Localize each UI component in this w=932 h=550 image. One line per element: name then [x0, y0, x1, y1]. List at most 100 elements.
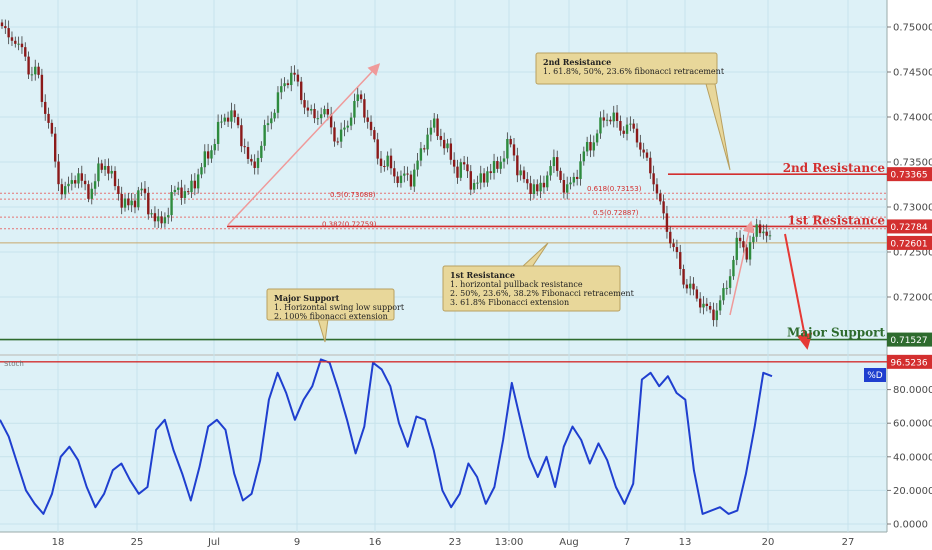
- candle-body: [526, 179, 529, 184]
- candle-body: [679, 252, 682, 269]
- candle-body: [236, 117, 240, 126]
- candle-body: [4, 26, 7, 29]
- candle-body: [426, 134, 429, 150]
- move-arrow: [227, 63, 381, 226]
- candle-body: [429, 127, 433, 135]
- stoch-tick-label: 80.0000: [893, 385, 932, 396]
- candle-body: [419, 148, 423, 161]
- candle-body: [695, 289, 699, 299]
- candle-body: [0, 22, 4, 27]
- candle-body: [625, 124, 629, 134]
- candle-body: [216, 121, 220, 144]
- candle-body: [692, 283, 695, 290]
- candle-body: [622, 130, 625, 134]
- candle-body: [768, 235, 772, 237]
- candle-body: [682, 268, 685, 285]
- candle-body: [103, 165, 107, 170]
- stoch-pane: [0, 356, 887, 532]
- candle-body: [449, 143, 453, 160]
- candle-body: [27, 56, 30, 75]
- overlays: 2nd Resistance 1st Resistance Major Suppor…: [227, 63, 886, 350]
- candle-body: [160, 216, 163, 224]
- candle-body: [509, 138, 512, 145]
- candle-body: [728, 276, 732, 288]
- candle-body: [575, 176, 579, 180]
- candle-body: [599, 117, 602, 134]
- candle-body: [266, 123, 270, 126]
- candle-body: [579, 161, 582, 180]
- candle-body: [133, 200, 137, 208]
- candle-body: [57, 161, 60, 185]
- candle-body: [409, 174, 413, 187]
- candle-body: [140, 188, 143, 191]
- candle-body: [519, 170, 522, 176]
- candle-body: [296, 74, 300, 82]
- candle-body: [672, 243, 675, 248]
- candle-body: [309, 109, 313, 111]
- price-tick-label: 0.72000: [893, 293, 932, 304]
- major-support-label: Major Support: [787, 326, 885, 340]
- x-tick-label: 27: [842, 537, 855, 548]
- x-tick-label: 16: [369, 537, 382, 548]
- major-support-note-line: 1. Horizontal swing low support: [274, 303, 405, 312]
- candle-body: [226, 117, 230, 122]
- candle-body: [127, 198, 130, 206]
- candle-body: [442, 139, 446, 149]
- second-resistance-label: 2nd Resistance: [783, 161, 886, 175]
- candle-body: [113, 170, 117, 187]
- candle-body: [685, 284, 689, 289]
- candle-body: [73, 180, 77, 184]
- candle-body: [416, 160, 419, 170]
- candle-body: [369, 121, 373, 131]
- price-axis: [887, 0, 932, 550]
- candle-body: [167, 215, 170, 218]
- candle-body: [223, 117, 226, 122]
- candle-body: [270, 118, 273, 124]
- major-support-badge-text: 0.71527: [890, 336, 927, 346]
- candle-body: [326, 109, 330, 115]
- candle-body: [34, 66, 37, 75]
- candle-body: [356, 94, 359, 102]
- candle-body: [359, 94, 363, 100]
- candle-body: [459, 162, 463, 178]
- candle-body: [100, 163, 103, 170]
- candle-body: [286, 83, 290, 86]
- candle-body: [173, 189, 177, 193]
- candle-body: [243, 146, 246, 148]
- candle-body: [53, 133, 57, 162]
- candle-body: [722, 288, 725, 301]
- x-tick-label: 23: [449, 537, 462, 548]
- candle-body: [90, 188, 93, 199]
- candle-body: [755, 224, 758, 237]
- candle-body: [283, 83, 286, 87]
- stoch-tick-label: 40.0000: [893, 452, 932, 463]
- candle-body: [110, 170, 113, 174]
- candle-body: [396, 176, 399, 183]
- candle-body: [40, 74, 44, 102]
- grid: [0, 0, 887, 532]
- candle-body: [536, 184, 539, 192]
- candle-body: [609, 119, 612, 122]
- fib-label: 0.382(0.72759): [322, 221, 377, 229]
- stoch-line: Stoch: [0, 358, 887, 515]
- stoch-legend-text: %D: [867, 371, 883, 381]
- first-resistance-badge-text: 0.72784: [890, 223, 927, 233]
- candle-body: [163, 217, 167, 224]
- candle-body: [386, 155, 389, 167]
- stoch-tick-label: 20.0000: [893, 486, 932, 497]
- first-resistance-note-line: 1st Resistance: [450, 270, 515, 280]
- candle-body: [522, 170, 526, 180]
- candle-body: [748, 242, 752, 260]
- first-resistance-note-line: 1. horizontal pullback resistance: [450, 280, 583, 289]
- candle-body: [718, 300, 722, 311]
- candle-body: [662, 201, 665, 214]
- candle-body: [70, 180, 74, 184]
- candle-body: [489, 171, 492, 174]
- candle-body: [67, 183, 70, 187]
- move-arrow: [729, 220, 755, 316]
- candle-body: [645, 152, 649, 158]
- candle-body: [595, 133, 599, 143]
- major-support-note-box: [266, 288, 395, 321]
- candle-body: [107, 165, 110, 174]
